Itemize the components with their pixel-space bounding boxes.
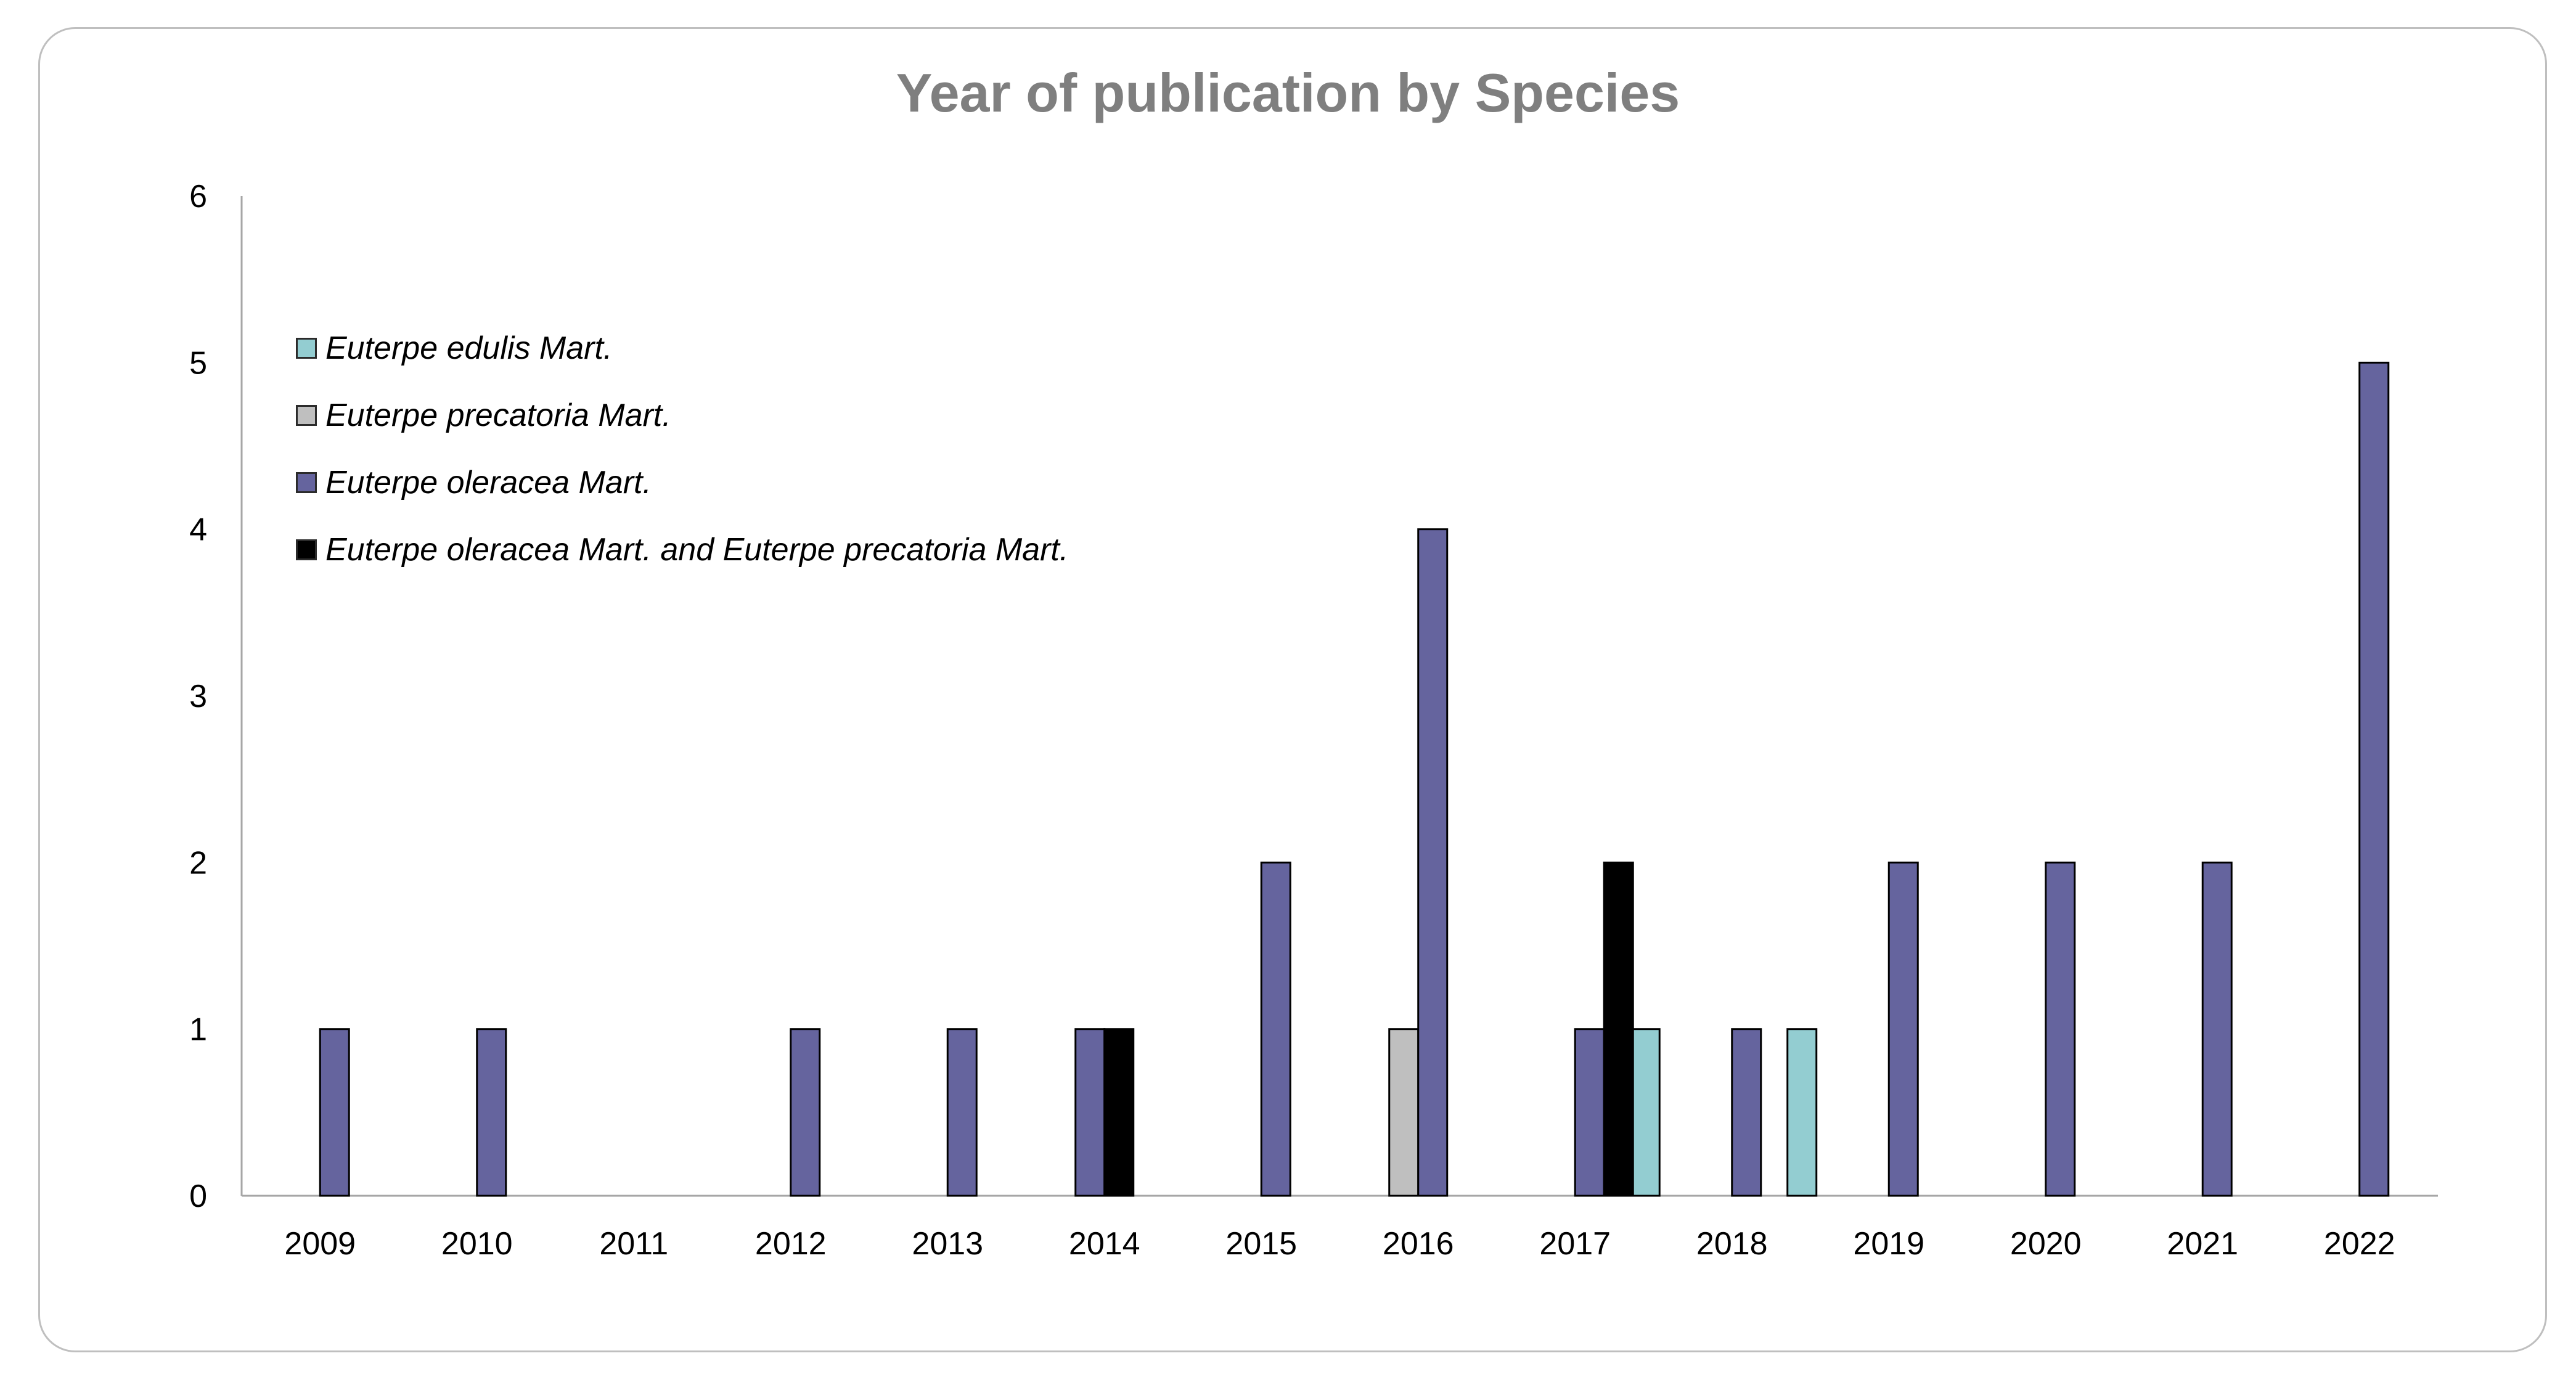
bar xyxy=(790,1028,821,1197)
x-tick-label: 2020 xyxy=(2010,1226,2082,1262)
bar xyxy=(1417,528,1449,1197)
bar xyxy=(946,1028,978,1197)
x-tick-label: 2010 xyxy=(441,1226,513,1262)
legend-item-edulis: Euterpe edulis Mart. xyxy=(296,314,1068,382)
legend-swatch-edulis xyxy=(296,337,317,359)
legend-swatch-oleracea xyxy=(296,472,317,493)
y-tick-label: 3 xyxy=(189,679,207,714)
x-tick-label: 2014 xyxy=(1069,1226,1140,1262)
y-tick-label: 0 xyxy=(189,1179,207,1214)
legend-label-edulis: Euterpe edulis Mart. xyxy=(325,330,613,366)
x-tick-label: 2021 xyxy=(2167,1226,2238,1262)
bar xyxy=(1574,1028,1605,1197)
legend-swatch-precatoria xyxy=(296,404,317,426)
x-tick-label: 2011 xyxy=(599,1226,668,1262)
bar xyxy=(1103,1028,1135,1197)
bar xyxy=(1388,1028,1420,1197)
legend-label-oleracea-and-precatoria: Euterpe oleracea Mart. and Euterpe preca… xyxy=(325,531,1069,568)
x-tick-label: 2013 xyxy=(912,1226,983,1262)
x-tick-label: 2017 xyxy=(1539,1226,1611,1262)
legend-item-oleracea: Euterpe oleracea Mart. xyxy=(296,449,1068,516)
legend-item-oleracea-and-precatoria: Euterpe oleracea Mart. and Euterpe preca… xyxy=(296,516,1068,583)
y-tick-label: 4 xyxy=(189,512,207,548)
bar xyxy=(1074,1028,1106,1197)
x-tick-label: 2018 xyxy=(1696,1226,1768,1262)
legend-swatch-oleracea-and-precatoria xyxy=(296,539,317,560)
bar xyxy=(1629,1028,1661,1197)
chart-title: Year of publication by Species xyxy=(896,62,1680,123)
bar xyxy=(1786,1028,1818,1197)
legend-item-precatoria: Euterpe precatoria Mart. xyxy=(296,382,1068,449)
x-tick-label: 2012 xyxy=(755,1226,827,1262)
y-tick-label: 5 xyxy=(189,345,207,381)
bar xyxy=(1731,1028,1762,1197)
chart-frame xyxy=(38,27,2547,1352)
x-tick-label: 2015 xyxy=(1225,1226,1297,1262)
bar xyxy=(2045,861,2076,1197)
legend-label-precatoria: Euterpe precatoria Mart. xyxy=(325,397,671,433)
bar xyxy=(1887,861,1919,1197)
y-tick-label: 1 xyxy=(189,1012,207,1048)
x-tick-label: 2022 xyxy=(2324,1226,2395,1262)
legend-label-oleracea: Euterpe oleracea Mart. xyxy=(325,464,652,500)
bar xyxy=(1603,861,1634,1197)
x-tick-label: 2019 xyxy=(1853,1226,1924,1262)
x-tick-label: 2009 xyxy=(284,1226,356,1262)
bar xyxy=(2201,861,2233,1197)
bar xyxy=(2358,361,2390,1197)
bar xyxy=(319,1028,350,1197)
legend: Euterpe edulis Mart. Euterpe precatoria … xyxy=(296,314,1068,583)
bar xyxy=(476,1028,507,1197)
x-tick-label: 2016 xyxy=(1383,1226,1454,1262)
bar xyxy=(1260,861,1291,1197)
y-tick-label: 6 xyxy=(189,179,207,214)
y-tick-label: 2 xyxy=(189,845,207,881)
